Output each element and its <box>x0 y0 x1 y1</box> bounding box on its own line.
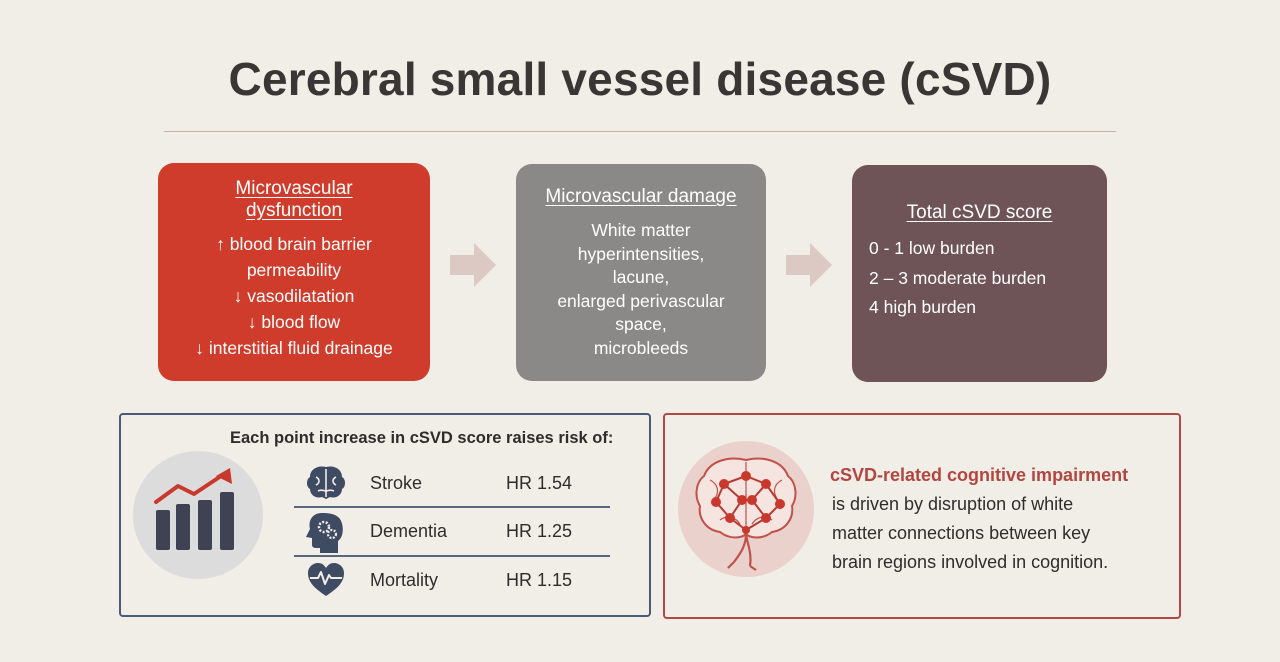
score-line: 0 - 1 low burden <box>869 238 995 258</box>
box-line: ↑ blood brain barrier <box>216 234 372 254</box>
box-line: enlarged perivascular <box>557 290 725 311</box>
brain-network-icon <box>695 457 797 571</box>
total-csvd-score-box: Total cSVD score 0 - 1 low burden 2 – 3 … <box>852 165 1107 382</box>
risk-row-mortality: Mortality HR 1.15 <box>296 558 610 604</box>
risk-label: Stroke <box>370 473 423 493</box>
box-line: space, <box>615 314 667 334</box>
cognition-text-line: brain regions involved in cognition. <box>832 552 1109 572</box>
cognitive-impairment-title: cSVD-related cognitive impairment <box>830 465 1129 485</box>
risk-row-stroke: Stroke HR 1.54 <box>296 461 610 507</box>
risk-row-dementia: Dementia HR 1.25 <box>296 509 610 555</box>
box-line: permeability <box>246 260 342 280</box>
flow-arrow-icon <box>786 243 832 287</box>
score-line: 4 high burden <box>869 297 977 317</box>
box-line: White matter <box>591 220 691 240</box>
risk-panel <box>119 413 651 617</box>
bar-chart-rising-arrow-icon <box>154 468 234 550</box>
box-line: lacune, <box>612 267 670 287</box>
cognitive-impairment-panel <box>663 413 1181 619</box>
box-line: ↓ vasodilatation <box>233 286 355 306</box>
page-title: Cerebral small vessel disease (cSVD) <box>228 53 1052 105</box>
microvascular-damage-box: Microvascular damage White matter hyperi… <box>516 164 766 381</box>
risk-hr-value: HR 1.15 <box>506 570 573 590</box>
cognition-text-line: matter connections between key <box>832 523 1091 543</box>
box-line: hyperintensities, <box>577 243 705 264</box>
title-divider <box>164 131 1116 132</box>
risk-hr-value: HR 1.54 <box>506 473 573 493</box>
row-divider <box>294 555 610 557</box>
box-line: ↓ interstitial fluid drainage <box>195 338 393 358</box>
risk-label: Mortality <box>370 570 439 590</box>
box-heading: Microvascular dysfunction <box>235 178 353 221</box>
risk-hr-value: HR 1.25 <box>506 521 573 541</box>
microvascular-dysfunction-box: Microvascular dysfunction ↑ blood brain … <box>158 163 430 381</box>
head-gears-icon <box>306 513 343 553</box>
box-line: microbleeds <box>593 337 689 358</box>
risk-label: Dementia <box>370 521 448 541</box>
box-heading: Microvascular damage <box>545 186 737 207</box>
box-heading: Total cSVD score <box>906 202 1053 223</box>
risk-heading: Each point increase in cSVD score raises… <box>230 429 614 447</box>
box-line: ↓ blood flow <box>247 312 341 332</box>
brain-icon <box>307 466 345 499</box>
heart-pulse-icon <box>308 563 344 596</box>
cognition-text-line: is driven by disruption of white <box>832 494 1074 514</box>
row-divider <box>294 506 610 508</box>
flow-arrow-icon <box>450 243 496 287</box>
score-line: 2 – 3 moderate burden <box>869 267 1047 288</box>
